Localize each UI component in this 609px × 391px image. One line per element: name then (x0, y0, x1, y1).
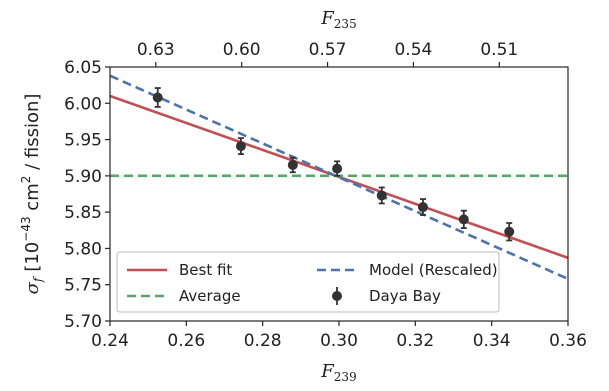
legend: Best fit Model (Rescaled) Average Daya Bay (116, 251, 500, 313)
y-tick-label-2: 5.80 (64, 239, 102, 259)
x-tick-label-0: 0.24 (91, 331, 129, 351)
data-point-3 (332, 163, 343, 174)
legend-label-0: Best fit (179, 261, 232, 279)
data-point-4 (376, 190, 387, 201)
x-tick-label-3: 0.30 (320, 331, 358, 351)
top-tick-label-0: 0.63 (137, 40, 175, 60)
x-tick-label-5: 0.34 (473, 331, 511, 351)
data-point-1 (235, 141, 246, 152)
y-tick-label-0: 5.70 (64, 312, 102, 332)
x-tick-label-4: 0.32 (396, 331, 434, 351)
y-axis-label-exp: −43 (19, 216, 33, 241)
data-point-5 (417, 202, 428, 213)
data-point-7 (504, 226, 515, 237)
legend-label-2: Average (179, 287, 241, 305)
legend-label-1: Model (Rescaled) (369, 261, 498, 279)
x-tick-label-6: 0.36 (549, 331, 587, 351)
data-point-2 (287, 159, 298, 170)
y-tick-label-7: 6.05 (64, 58, 102, 78)
series-layer (110, 74, 568, 281)
y-axis-label-rest: / fission] (22, 94, 43, 176)
x-tick-label-1: 0.26 (167, 331, 205, 351)
top-axis-label-main: F (320, 8, 335, 29)
data-point-0 (152, 92, 163, 103)
y-tick-label-3: 5.85 (64, 203, 102, 223)
legend-swatch-3 (332, 291, 342, 301)
y-axis-label-open: [10 (22, 242, 43, 272)
y-axis-label: σf [10−43 cm2 / fission] (19, 94, 45, 295)
x-axis-label-sub: 239 (334, 370, 357, 384)
y-axis-label-sigma: σ (22, 281, 43, 294)
data-point-6 (458, 214, 469, 225)
top-tick-label-2: 0.57 (309, 40, 347, 60)
x-axis-label-main: F (320, 361, 335, 382)
top-axis-label: F235 (320, 8, 356, 31)
legend-box (116, 251, 500, 313)
tick-layer: 0.24 0.26 0.28 0.30 0.32 0.34 0.36 5.70 5.75 5.80… (64, 40, 587, 351)
legend-items: Best fit Model (Rescaled) Average Daya Bay (127, 261, 498, 305)
top-tick-label-1: 0.60 (223, 40, 261, 60)
top-tick-label-3: 0.54 (394, 40, 432, 60)
y-tick-label-1: 5.75 (64, 276, 102, 296)
y-axis-label-sigma-sub: f (31, 275, 45, 283)
legend-label-3: Daya Bay (369, 287, 441, 305)
x-tick-label-2: 0.28 (244, 331, 282, 351)
top-axis-label-sub: 235 (334, 17, 357, 31)
y-tick-label-5: 5.95 (64, 131, 102, 151)
x-axis-label: F239 (320, 361, 356, 384)
y-axis-label-unit-exp: 2 (19, 176, 33, 184)
y-tick-label-6: 6.00 (64, 94, 102, 114)
y-tick-label-4: 5.90 (64, 167, 102, 187)
top-tick-label-4: 0.51 (480, 40, 518, 60)
y-axis-label-unit: cm (22, 183, 43, 216)
